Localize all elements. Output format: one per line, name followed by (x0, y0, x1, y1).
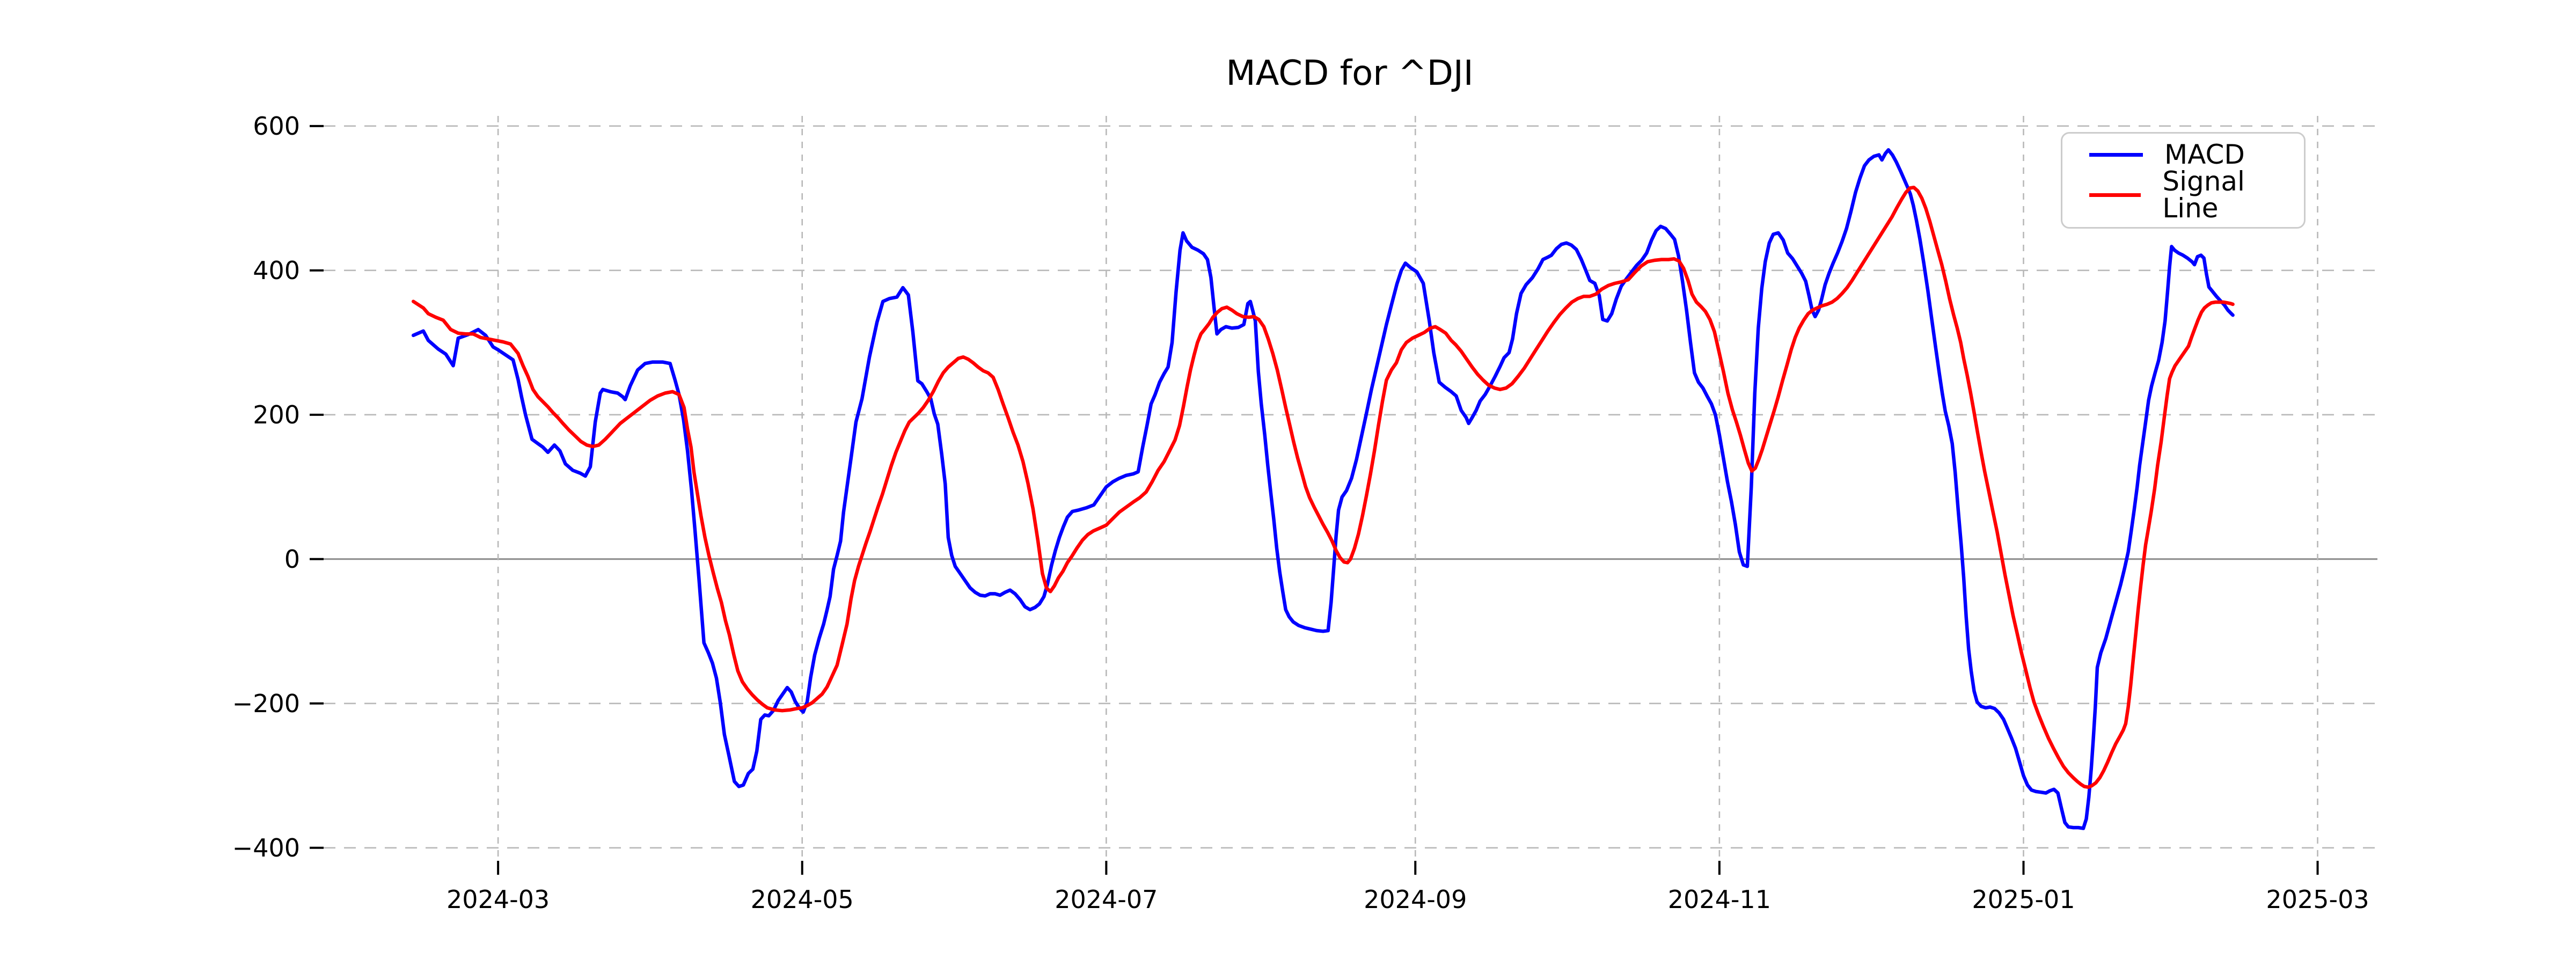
macd-line-swatch (2089, 152, 2143, 157)
legend-entry-macd: MACD (2062, 141, 2304, 168)
y-axis-tick-label: 0 (284, 545, 300, 574)
legend-entry-signal: Signal Line (2062, 168, 2304, 222)
x-axis-tick-label: 2025-01 (1972, 885, 2075, 914)
x-axis-tick-label: 2024-07 (1055, 885, 1158, 914)
legend-label-signal: Signal Line (2162, 166, 2245, 224)
x-axis-tick-label: 2025-03 (2266, 885, 2369, 914)
y-axis-tick-label: 200 (253, 400, 300, 429)
macd-line (411, 148, 2235, 830)
x-axis-tick-label: 2024-03 (447, 885, 550, 914)
x-axis-tick-label: 2024-11 (1668, 885, 1771, 914)
chart-title: MACD for ^DJI (1226, 54, 1474, 93)
y-axis-tick-label: 400 (253, 256, 300, 285)
y-axis-tick-label: −400 (232, 833, 300, 862)
x-axis-tick-label: 2024-09 (1364, 885, 1467, 914)
legend: MACD Signal Line (2061, 132, 2306, 229)
signal-line (411, 185, 2235, 789)
y-axis-tick-label: −200 (232, 689, 300, 718)
signal-line-swatch (2089, 193, 2141, 197)
legend-label-macd: MACD (2164, 139, 2245, 170)
y-axis-tick-label: 600 (253, 112, 300, 141)
x-axis-tick-label: 2024-05 (751, 885, 854, 914)
